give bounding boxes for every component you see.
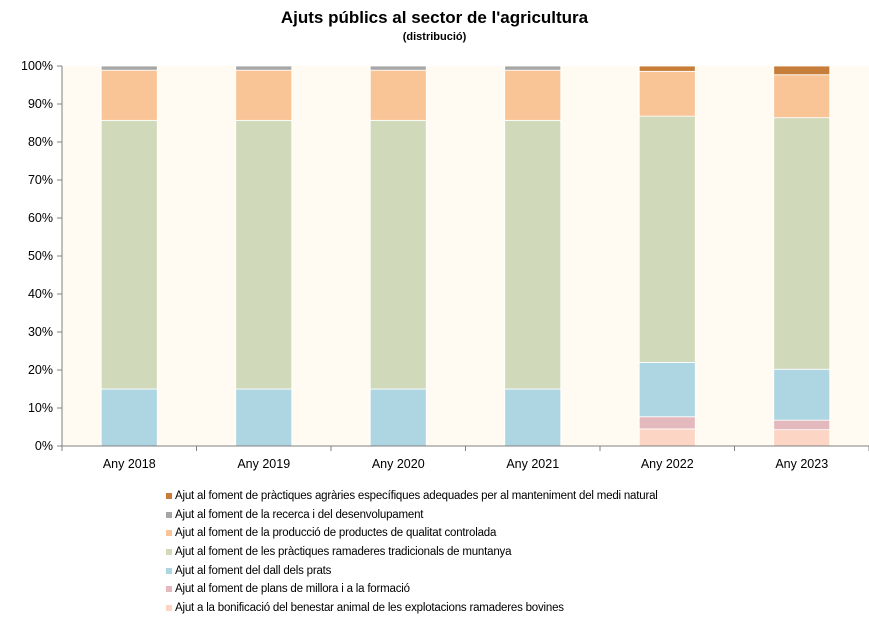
legend-label: Ajut al foment de les pràctiques ramader…	[175, 546, 512, 559]
bar-segment	[504, 69, 562, 121]
y-tick-label: 60%	[28, 211, 53, 225]
legend-swatch	[166, 549, 172, 556]
y-tick-label: 20%	[28, 363, 53, 377]
bar-segment	[100, 65, 158, 71]
bars-layer	[100, 65, 831, 447]
bar-segment	[235, 69, 293, 121]
y-tick-label: 90%	[28, 97, 53, 111]
y-tick-label: 10%	[28, 401, 53, 415]
legend-swatch	[166, 493, 172, 500]
legend-swatch	[166, 604, 172, 611]
legend-label: Ajut al foment de plans de millora i a l…	[175, 583, 410, 596]
x-tick-label: Any 2023	[775, 457, 828, 471]
x-tick-label: Any 2020	[372, 457, 425, 471]
legend-swatch	[166, 511, 172, 518]
y-tick-label: 80%	[28, 135, 53, 149]
chart-title: Ajuts públics al sector de l'agricultura	[280, 8, 589, 27]
bar-segment	[773, 117, 831, 370]
legend-item: Ajut a la bonificació del benestar anima…	[166, 599, 658, 617]
legend-label: Ajut al foment de la recerca i del desen…	[175, 508, 424, 521]
bar-segment	[638, 428, 696, 447]
legend-label: Ajut al foment de la producció de produc…	[175, 527, 497, 540]
legend-item: Ajut al foment de la recerca i del desen…	[166, 506, 658, 525]
bar-segment	[235, 65, 293, 71]
legend-item: Ajut al foment del dall dels prats	[166, 561, 658, 580]
chart-subtitle: (distribució)	[402, 31, 467, 43]
bar-segment	[638, 115, 696, 363]
plot-area	[62, 66, 869, 446]
y-tick-label: 50%	[28, 249, 53, 263]
bar-segment	[100, 388, 158, 447]
x-axis: Any 2018 Any 2019 Any 2020 Any 2021 Any 2022…	[61, 445, 869, 471]
legend-label: Ajut a la bonificació del benestar anima…	[175, 601, 564, 614]
bar-segment	[504, 119, 562, 390]
bar-segment	[773, 419, 831, 431]
bar-segment	[638, 416, 696, 430]
legend-item: Ajut al foment de la producció de produc…	[166, 524, 658, 543]
x-tick-label: Any 2019	[237, 457, 290, 471]
legend-swatch	[166, 530, 172, 537]
bar-segment	[638, 361, 696, 418]
legend: Ajut al foment de pràctiques agràries es…	[166, 487, 658, 617]
bar-segment	[100, 69, 158, 121]
y-tick-label: 0%	[35, 439, 53, 453]
bar-segment	[638, 70, 696, 117]
bar-segment	[773, 74, 831, 119]
y-tick-label: 100%	[21, 59, 53, 73]
y-tick-label: 40%	[28, 287, 53, 301]
y-axis: 0% 10% 20% 30% 40% 50% 60% 70% 80% 90% 100%	[21, 59, 63, 453]
bar-segment	[504, 388, 562, 447]
x-tick-label: Any 2018	[103, 457, 156, 471]
bar-segment	[235, 119, 293, 390]
y-tick-label: 30%	[28, 325, 53, 339]
legend-swatch	[166, 567, 172, 574]
bar-segment	[235, 388, 293, 447]
bar-segment	[100, 119, 158, 390]
bar-segment	[773, 65, 831, 76]
bar-segment	[773, 368, 831, 421]
bar-segment	[369, 388, 427, 447]
bar-segment	[369, 119, 427, 390]
bar-segment	[773, 429, 831, 447]
bar-segment	[369, 69, 427, 121]
y-tick-label: 70%	[28, 173, 53, 187]
legend-item: Ajut al foment de plans de millora i a l…	[166, 580, 658, 599]
x-tick-label: Any 2021	[506, 457, 559, 471]
legend-label: Ajut al foment de pràctiques agràries es…	[175, 490, 658, 503]
bar-segment	[504, 65, 562, 71]
legend-item: Ajut al foment de pràctiques agràries es…	[166, 487, 658, 506]
legend-swatch	[166, 586, 172, 593]
legend-label: Ajut al foment del dall dels prats	[175, 564, 332, 577]
x-tick-label: Any 2022	[641, 457, 694, 471]
legend-item: Ajut al foment de les pràctiques ramader…	[166, 543, 658, 562]
bar-segment	[369, 65, 427, 71]
bar-segment	[638, 65, 696, 72]
